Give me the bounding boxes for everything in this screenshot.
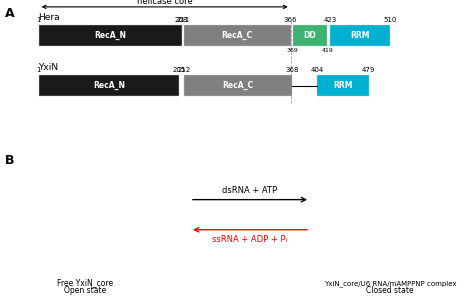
Text: helicase core: helicase core	[137, 0, 192, 6]
Text: RecA_C: RecA_C	[223, 81, 254, 90]
Text: YxiN_core/U6 RNA/mAMPPNP complex: YxiN_core/U6 RNA/mAMPPNP complex	[324, 280, 456, 287]
Bar	[39, 25, 182, 46]
Text: 366: 366	[284, 17, 297, 23]
Text: 419: 419	[321, 48, 333, 53]
Text: RecA_N: RecA_N	[93, 81, 125, 90]
Text: Free YxiN_core: Free YxiN_core	[57, 278, 113, 287]
Text: B: B	[5, 154, 15, 167]
Text: Hera: Hera	[38, 13, 60, 22]
Text: 369: 369	[287, 48, 299, 53]
Text: 212: 212	[178, 67, 191, 73]
Text: Open state: Open state	[64, 286, 106, 295]
Text: 1: 1	[36, 17, 41, 23]
Text: RecA_N: RecA_N	[94, 31, 126, 40]
Bar	[183, 25, 291, 46]
Text: 479: 479	[362, 67, 375, 73]
Text: 423: 423	[323, 17, 337, 23]
Text: RRM: RRM	[333, 81, 353, 90]
Bar	[330, 25, 390, 46]
Text: 1: 1	[36, 67, 41, 73]
Text: RecA_C: RecA_C	[221, 31, 253, 40]
Text: YxiN: YxiN	[38, 63, 58, 72]
Text: 205: 205	[173, 67, 186, 73]
Text: Closed state: Closed state	[366, 286, 414, 295]
Text: A: A	[5, 7, 15, 20]
Bar	[184, 75, 292, 96]
Text: 211: 211	[177, 17, 191, 23]
Text: 208: 208	[175, 17, 188, 23]
Bar	[292, 25, 327, 46]
Bar	[39, 75, 180, 96]
Text: 404: 404	[310, 67, 323, 73]
Text: 510: 510	[383, 17, 397, 23]
Text: DD: DD	[303, 31, 316, 40]
Bar	[317, 75, 369, 96]
Text: dsRNA + ATP: dsRNA + ATP	[222, 186, 278, 195]
Text: 368: 368	[285, 67, 299, 73]
Text: ssRNA + ADP + Pᵢ: ssRNA + ADP + Pᵢ	[212, 235, 288, 244]
Text: RRM: RRM	[350, 31, 370, 40]
